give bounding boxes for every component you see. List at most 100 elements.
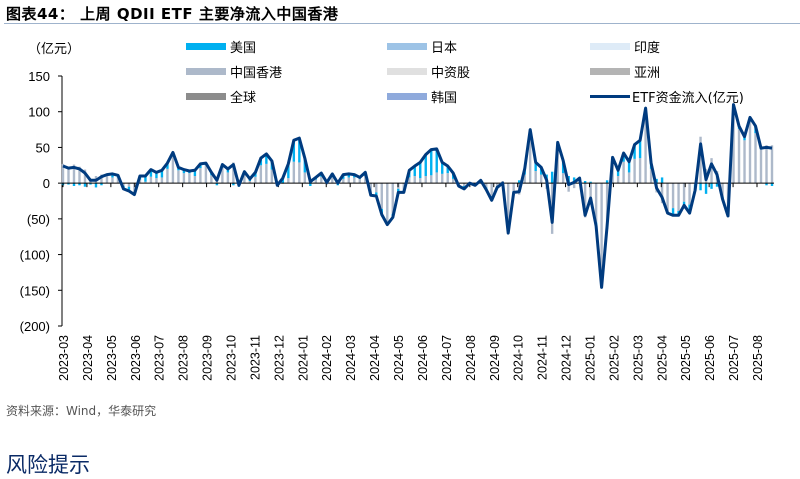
x-tick-label: 2023-10 bbox=[225, 335, 239, 381]
x-tick-label: 2025-05 bbox=[679, 335, 693, 381]
x-tick-label: 2023-06 bbox=[129, 335, 143, 381]
x-tick-label: 2024-07 bbox=[440, 335, 454, 381]
x-tick-label: 2024-09 bbox=[488, 335, 502, 381]
bar-hongkong bbox=[452, 179, 454, 183]
x-tick-label: 2024-08 bbox=[464, 335, 478, 381]
y-tick-label: (50) bbox=[27, 212, 50, 227]
bar-hongkong bbox=[287, 178, 289, 183]
bar-hongkong bbox=[771, 145, 773, 183]
y-tick-label: (100) bbox=[20, 248, 50, 263]
bar-hongkong bbox=[628, 172, 630, 183]
bar-hongkong bbox=[298, 162, 300, 183]
bar-hongkong bbox=[430, 175, 432, 183]
y-tick-label: 150 bbox=[28, 69, 50, 84]
x-tick-label: 2023-11 bbox=[248, 335, 262, 380]
x-tick-label: 2023-08 bbox=[177, 335, 191, 381]
x-tick-label: 2024-06 bbox=[416, 335, 430, 381]
bar-hongkong bbox=[562, 173, 564, 183]
source-note: 资料来源：Wind，华泰研究 bbox=[6, 402, 156, 419]
bar-hongkong bbox=[386, 183, 388, 222]
x-tick-label: 2023-09 bbox=[201, 335, 215, 381]
x-tick-label: 2025-07 bbox=[727, 335, 741, 381]
bar-hongkong bbox=[304, 172, 306, 183]
bar-hongkong bbox=[260, 165, 262, 183]
risk-heading: 风险提示 bbox=[6, 449, 90, 479]
bar-hongkong bbox=[639, 158, 641, 183]
bar-hongkong bbox=[447, 173, 449, 183]
bar-hongkong bbox=[161, 177, 163, 183]
x-tick-label: 2025-04 bbox=[655, 335, 669, 381]
bar-hongkong bbox=[194, 176, 196, 183]
x-tick-label: 2024-02 bbox=[320, 335, 334, 381]
bar-us bbox=[551, 172, 553, 183]
bar-hongkong bbox=[150, 177, 152, 183]
x-tick-label: 2025-08 bbox=[751, 335, 765, 381]
bar-hongkong bbox=[205, 165, 207, 183]
bar-hongkong bbox=[754, 133, 756, 183]
x-tick-label: 2025-02 bbox=[607, 335, 621, 381]
bar-hongkong bbox=[441, 174, 443, 183]
bar-hongkong bbox=[227, 172, 229, 183]
x-tick-label: 2024-04 bbox=[368, 335, 382, 381]
y-tick-label: 50 bbox=[36, 140, 50, 155]
bar-hongkong bbox=[617, 176, 619, 183]
x-tick-label: 2023-07 bbox=[153, 335, 167, 381]
bar-us bbox=[430, 150, 432, 176]
bar-hongkong bbox=[265, 164, 267, 183]
y-tick-label: (150) bbox=[20, 283, 50, 298]
bar-us bbox=[710, 183, 712, 189]
bar-hongkong bbox=[765, 145, 767, 183]
bar-us bbox=[95, 183, 97, 187]
bar-hongkong bbox=[436, 172, 438, 183]
bar-hongkong bbox=[738, 129, 740, 183]
bar-hongkong bbox=[177, 170, 179, 183]
bar-hongkong bbox=[128, 183, 130, 187]
x-tick-label: 2023-05 bbox=[105, 335, 119, 381]
bar-hongkong bbox=[633, 159, 635, 183]
bar-hongkong bbox=[375, 183, 377, 192]
bar-hongkong bbox=[760, 150, 762, 184]
bar-hongkong bbox=[320, 177, 322, 183]
x-tick-label: 2025-06 bbox=[703, 335, 717, 381]
x-tick-label: 2023-12 bbox=[272, 335, 286, 381]
x-tick-label: 2024-01 bbox=[296, 335, 310, 381]
bar-hongkong bbox=[331, 177, 333, 183]
bar-hongkong bbox=[749, 122, 751, 183]
x-tick-label: 2024-03 bbox=[344, 335, 358, 381]
bar-hongkong bbox=[353, 177, 355, 183]
bar-us bbox=[699, 183, 701, 190]
x-tick-label: 2024-12 bbox=[560, 335, 574, 381]
bar-hongkong bbox=[342, 179, 344, 183]
bar-hongkong bbox=[183, 173, 185, 183]
bar-us bbox=[84, 183, 86, 187]
bar-hongkong bbox=[688, 183, 690, 204]
bar-hongkong bbox=[315, 180, 317, 184]
x-tick-label: 2023-04 bbox=[81, 335, 95, 381]
bar-hongkong bbox=[359, 179, 361, 183]
x-tick-label: 2024-11 bbox=[536, 335, 550, 380]
bar-hongkong bbox=[743, 140, 745, 183]
x-tick-label: 2024-10 bbox=[512, 335, 526, 381]
bar-hongkong bbox=[381, 183, 383, 209]
bar-us bbox=[419, 162, 421, 178]
bar-hongkong bbox=[414, 176, 416, 183]
bar-hongkong bbox=[188, 173, 190, 183]
bar-hongkong bbox=[419, 178, 421, 183]
bar-hongkong bbox=[512, 183, 514, 191]
bar-hongkong bbox=[534, 171, 536, 183]
y-tick-label: 100 bbox=[28, 105, 50, 120]
bar-hongkong bbox=[155, 178, 157, 183]
x-tick-label: 2025-01 bbox=[583, 335, 597, 381]
bar-us bbox=[628, 162, 630, 173]
x-tick-label: 2024-05 bbox=[392, 335, 406, 381]
bar-hongkong bbox=[210, 175, 212, 183]
bar-us bbox=[705, 183, 707, 194]
bar-hongkong bbox=[425, 176, 427, 183]
bar-hongkong bbox=[293, 162, 295, 183]
bar-us bbox=[661, 177, 663, 183]
bar-hongkong bbox=[672, 183, 674, 208]
bar-hongkong bbox=[172, 157, 174, 183]
bar-hongkong bbox=[622, 162, 624, 183]
y-tick-label: (200) bbox=[20, 319, 50, 334]
